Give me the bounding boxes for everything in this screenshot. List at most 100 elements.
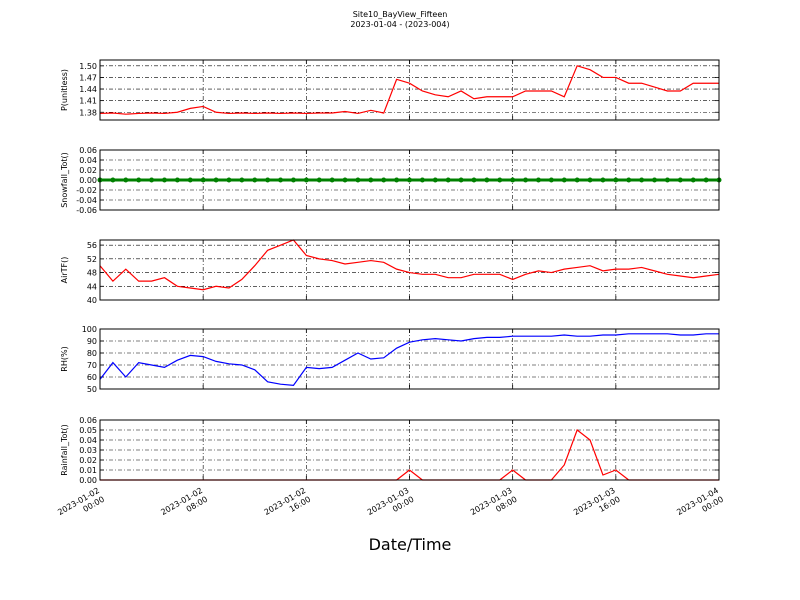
x-tick-label: 2023-01-03 16:00 [572, 486, 622, 526]
data-line [99, 239, 720, 291]
data-point [110, 177, 116, 183]
x-tick-label: 2023-01-02 16:00 [263, 486, 313, 526]
data-point [394, 177, 400, 183]
data-point [535, 177, 541, 183]
data-point [445, 177, 451, 183]
data-point [548, 177, 554, 183]
x-tick-label: 2023-01-02 00:00 [56, 486, 106, 526]
y-tick-label: 0.04 [79, 436, 97, 445]
data-point [213, 177, 219, 183]
data-point [329, 177, 335, 183]
data-point [174, 177, 180, 183]
y-tick-label: 0.02 [79, 166, 97, 175]
y-tick-label: 52 [87, 255, 97, 264]
data-point [407, 177, 412, 183]
y-tick-label: 90 [87, 337, 97, 346]
y-tick-label: 1.44 [79, 85, 97, 94]
x-tick-label: 2023-01-03 00:00 [366, 486, 416, 526]
data-point [123, 177, 129, 183]
y-tick-label: -0.06 [76, 206, 97, 215]
data-point [252, 177, 258, 183]
y-tick-label: -0.04 [76, 196, 97, 205]
y-tick-label: 56 [87, 241, 97, 250]
y-axis-label: RH(%) [60, 346, 69, 371]
plot-frame [99, 419, 720, 481]
y-tick-label: 48 [87, 269, 97, 278]
data-point [239, 177, 245, 183]
y-tick-label: 1.41 [79, 97, 97, 106]
plot-frame [99, 59, 720, 121]
chart-title: Site10_BayView_Fifteen [353, 10, 448, 19]
y-tick-label: 0.02 [79, 456, 97, 465]
y-tick-label: 1.50 [79, 62, 97, 71]
data-point [381, 177, 387, 183]
data-point [265, 177, 271, 183]
data-point [149, 177, 155, 183]
data-point [690, 177, 696, 183]
y-tick-label: 80 [87, 349, 97, 358]
y-tick-label: 100 [82, 325, 97, 334]
data-point [458, 177, 464, 183]
y-tick-label: 40 [87, 296, 97, 305]
data-point [432, 177, 438, 183]
data-line [99, 333, 719, 387]
plot-frame [99, 149, 720, 211]
data-point [626, 177, 632, 183]
data-point [664, 177, 670, 183]
y-tick-label: 0.03 [79, 446, 97, 455]
data-point [677, 177, 683, 183]
y-axis-label: AirTF() [60, 257, 69, 284]
data-point [316, 177, 322, 183]
data-point [187, 177, 193, 183]
data-point [510, 177, 516, 183]
data-point [226, 177, 232, 183]
chart-subtitle: 2023-01-04 - (2023-004) [350, 20, 449, 29]
data-point [613, 177, 619, 183]
data-point [639, 177, 645, 183]
x-tick-label: 2023-01-02 08:00 [159, 486, 209, 526]
y-tick-label: 0.01 [79, 466, 97, 475]
data-point [703, 177, 709, 183]
data-point [523, 177, 529, 183]
data-point [419, 177, 425, 183]
x-tick-label: 2023-01-04 00:00 [675, 486, 725, 526]
y-tick-label: 44 [87, 282, 97, 291]
y-tick-label: 1.47 [79, 73, 97, 82]
y-axis-label: Rainfall_Tot() [60, 424, 69, 476]
y-tick-label: 0.05 [79, 426, 97, 435]
data-point [161, 177, 167, 183]
data-point [342, 177, 348, 183]
plot-frame [99, 328, 720, 390]
x-tick-label: 2023-01-03 08:00 [469, 486, 519, 526]
data-point [303, 177, 309, 183]
y-axis-label: Snowfall_Tot() [60, 152, 69, 208]
y-tick-label: 50 [87, 385, 97, 394]
plot-frame [99, 239, 720, 301]
data-point [484, 177, 490, 183]
data-point [290, 177, 296, 183]
data-point [278, 177, 284, 183]
data-point [200, 177, 206, 183]
y-tick-label: 60 [87, 373, 97, 382]
y-tick-label: 0.00 [79, 176, 97, 185]
data-point [587, 177, 593, 183]
data-line [99, 65, 719, 115]
data-point [136, 177, 142, 183]
x-axis-label: Date/Time [369, 535, 452, 554]
data-line [100, 429, 719, 481]
y-axis-label: P(unitless) [60, 69, 69, 111]
data-point [574, 177, 580, 183]
y-tick-label: 1.38 [79, 108, 97, 117]
y-tick-label: 70 [87, 361, 97, 370]
y-tick-label: -0.02 [76, 186, 97, 195]
data-point [652, 177, 658, 183]
y-tick-label: 0.06 [79, 146, 97, 155]
y-tick-label: 0.06 [79, 416, 97, 425]
data-point [561, 177, 567, 183]
data-point [471, 177, 477, 183]
data-point [600, 177, 606, 183]
data-point [497, 177, 503, 183]
y-tick-label: 0.04 [79, 156, 97, 165]
data-point [355, 177, 361, 183]
